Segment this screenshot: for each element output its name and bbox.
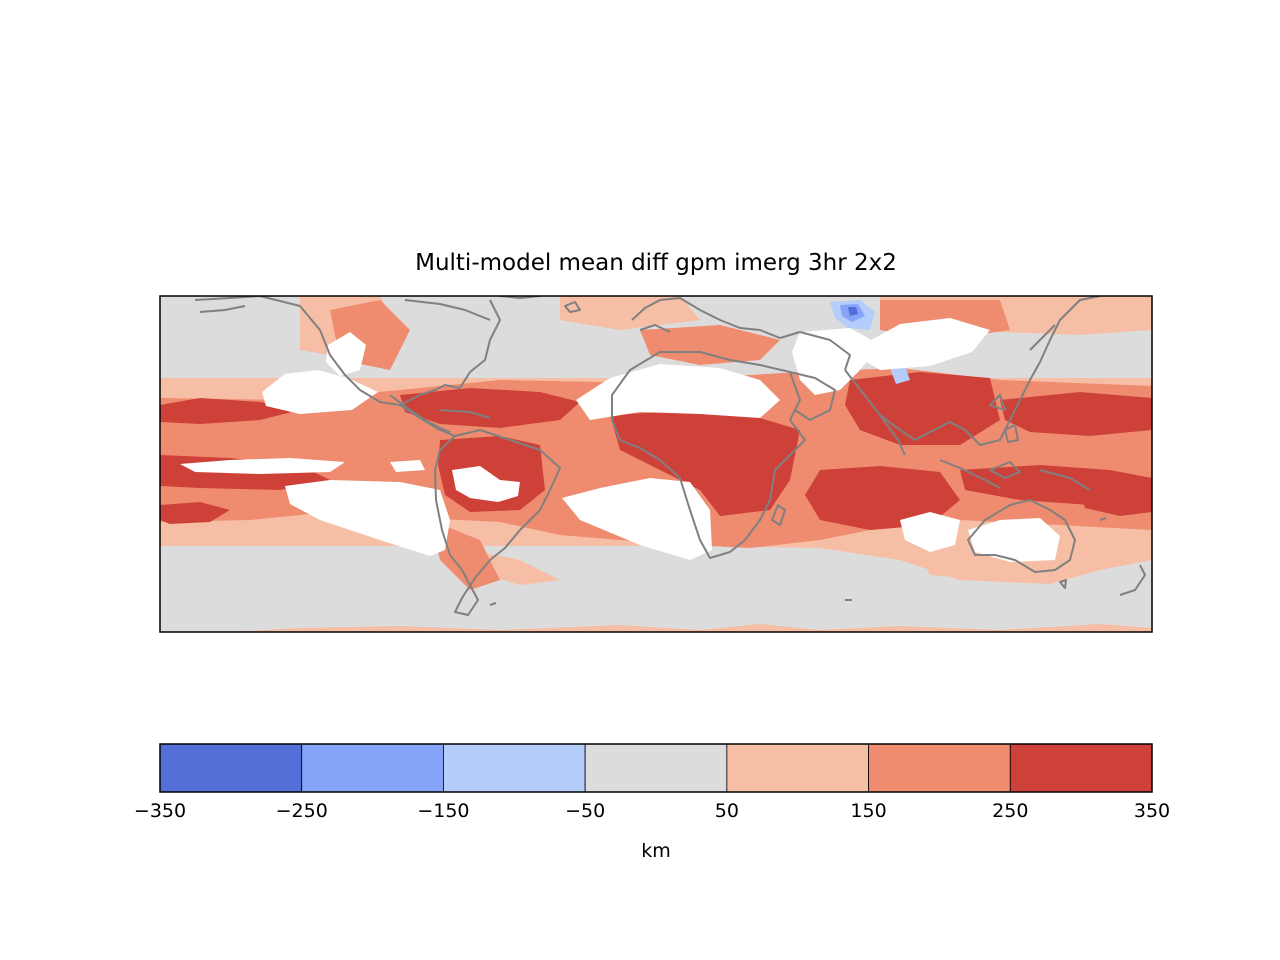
colorbar-tick-label: −350 (133, 800, 187, 822)
negative-patches (830, 300, 910, 384)
colorbar-tick-label: 150 (850, 800, 887, 822)
colorbar (159, 743, 1153, 793)
masked-regions (180, 318, 1060, 562)
coastlines (194, 296, 1146, 616)
colorbar-label: km (641, 840, 671, 862)
colorbar-swatch-2 (443, 743, 586, 793)
colorbar-tick-label: −250 (275, 800, 328, 822)
map-title: Multi-model mean diff gpm imerg 3hr 2x2 (415, 250, 897, 276)
colorbar-swatch-1 (301, 743, 444, 793)
colorbar-tick-label: −150 (417, 800, 470, 822)
map-frame (159, 295, 1153, 633)
colorbar-swatch-4 (726, 743, 869, 793)
colorbar-tick-label: 250 (992, 800, 1029, 822)
colorbar-swatch-6 (1009, 743, 1153, 793)
colorbar-frame (159, 743, 1153, 793)
colorbar-tick-label: 50 (714, 800, 739, 822)
colorbar-swatch-0 (159, 743, 303, 793)
map-panel (160, 296, 1152, 632)
colorbar-swatch-5 (868, 743, 1011, 793)
colorbar-tick-label: −50 (565, 800, 606, 822)
colorbar-tick-label: 350 (1133, 800, 1171, 822)
colorbar-swatch-3 (584, 743, 728, 793)
